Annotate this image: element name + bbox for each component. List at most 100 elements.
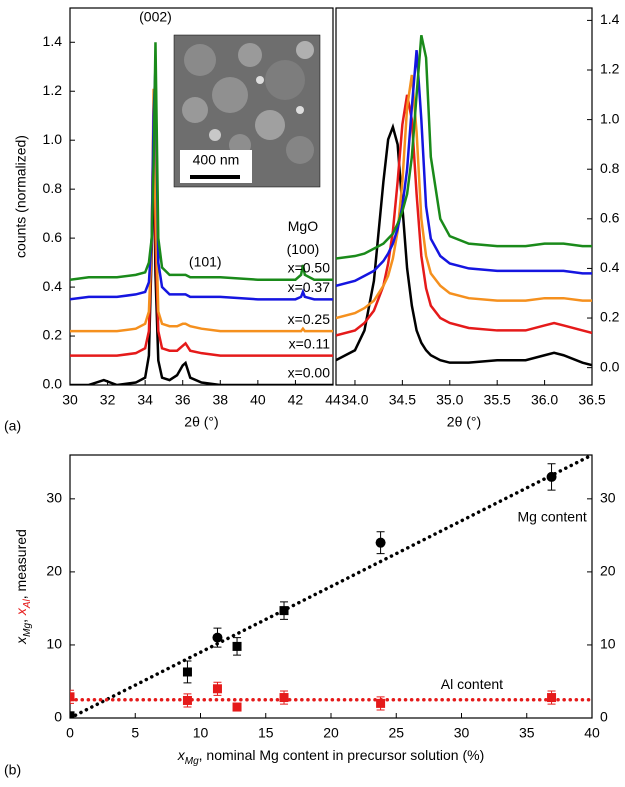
x-tick-label: 35.5 (484, 392, 511, 408)
error-bar (70, 689, 74, 704)
x-tick-label: 36.0 (531, 392, 558, 408)
y-tick-label: 0.8 (600, 160, 620, 176)
axis-label-part: , (13, 615, 29, 623)
x-tick-label: 38 (212, 392, 228, 408)
point (212, 632, 223, 643)
y-tick-label: 1.4 (43, 33, 63, 49)
spectrum-line (336, 35, 592, 260)
y-tick-label: 1.4 (600, 11, 620, 27)
y-tick-label: 0.2 (600, 309, 620, 325)
sem-inset: 400 nm (173, 34, 321, 188)
series-label: Al content (441, 676, 503, 692)
spectrum-line (336, 74, 592, 320)
panel-label: (a) (4, 418, 21, 434)
point (70, 692, 75, 702)
series-label: x=0.50 (288, 259, 331, 275)
axis-label-part: x (177, 747, 186, 763)
x-tick-label: 32 (100, 392, 116, 408)
x-tick-label: 25 (388, 725, 404, 741)
annotation: (101) (189, 253, 222, 269)
annotation: MgO (288, 218, 318, 234)
y-tick-label: 1.2 (43, 82, 63, 98)
x-axis-label: 2θ (°) (447, 414, 481, 430)
point (70, 711, 75, 718)
y-tick-label: 1.0 (43, 131, 63, 147)
y-tick-label: 0.6 (600, 210, 620, 226)
axis-label-part: , nominal Mg content in precursor soluti… (199, 747, 485, 763)
x-tick-label: 34.5 (389, 392, 416, 408)
axis-label: xMg, xAl, measured (13, 529, 33, 645)
series-label: x=0.11 (289, 335, 331, 351)
point (279, 693, 289, 703)
x-tick-label: 40 (584, 725, 600, 741)
y-tick-label: 20 (600, 563, 616, 579)
y-tick-label: 30 (46, 490, 62, 506)
x-tick-label: 15 (258, 725, 274, 741)
axis-label-part: Mg (22, 622, 33, 636)
point (376, 698, 386, 708)
y-tick-label: 1.2 (600, 61, 620, 77)
panel-label: (b) (4, 762, 21, 778)
spectrum-line (336, 50, 592, 287)
x-tick-label: 40 (250, 392, 266, 408)
x-tick-label: 20 (323, 725, 339, 741)
plot-area (70, 455, 592, 718)
scale-label: 400 nm (193, 152, 240, 168)
y-tick-label: 0.4 (43, 278, 63, 294)
spectrum-line (70, 140, 333, 385)
annotation: (100) (287, 241, 320, 257)
y-tick-label: 20 (46, 563, 62, 579)
x-tick-label: 0 (66, 725, 74, 741)
y-axis-label: counts (normalized) (13, 135, 29, 258)
point (279, 606, 289, 616)
y-tick-label: 0.8 (43, 180, 63, 196)
point (182, 667, 192, 677)
axis-label-part: x (13, 607, 29, 616)
point (232, 641, 242, 651)
y-tick-label: 0.4 (600, 259, 620, 275)
axis-label-part: Al (22, 598, 33, 609)
x-tick-label: 35 (519, 725, 535, 741)
spectrum-line (336, 123, 592, 367)
plot-frame (69, 7, 334, 386)
x-tick-label: 42 (288, 392, 304, 408)
series-label: Mg content (518, 509, 587, 525)
series-label: x=0.00 (288, 365, 331, 381)
plot-area (336, 35, 592, 367)
axis-label-part: x (13, 636, 29, 645)
y-tick-label: 0.6 (43, 229, 63, 245)
point (546, 471, 557, 482)
x-tick-label: 34.0 (341, 392, 368, 408)
y-tick-label: 0.0 (600, 358, 620, 374)
series-label: x=0.25 (288, 311, 331, 327)
spectrum-line (70, 66, 333, 301)
axis-label-part: , measured (13, 529, 29, 599)
x-tick-label: 44 (325, 392, 341, 408)
y-tick-label: 10 (600, 636, 616, 652)
point (547, 693, 557, 703)
x-tick-label: 10 (193, 725, 209, 741)
point (375, 537, 386, 548)
annotation: (002) (139, 8, 172, 24)
y-tick-label: 10 (46, 636, 62, 652)
x-axis-label: 2θ (°) (184, 414, 218, 430)
spectrum-line (70, 108, 333, 357)
spectrum-line (70, 88, 333, 333)
spectrum-line (70, 42, 333, 281)
y-tick-label: 0 (600, 709, 608, 725)
x-tick-label: 30 (62, 392, 78, 408)
x-tick-label: 30 (454, 725, 470, 741)
point (212, 684, 222, 694)
y-tick-label: 1.0 (600, 110, 620, 126)
y-tick-label: 0 (54, 709, 62, 725)
axis-label-part: Mg (185, 756, 199, 767)
x-tick-label: 36.5 (578, 392, 605, 408)
y-tick-label: 0.2 (43, 327, 63, 343)
fit-line (70, 455, 592, 718)
y-tick-label: 30 (600, 490, 616, 506)
y-tick-label: 0.0 (43, 376, 63, 392)
x-tick-label: 36 (175, 392, 191, 408)
x-tick-label: 35.0 (436, 392, 463, 408)
plot-frame (335, 7, 593, 386)
